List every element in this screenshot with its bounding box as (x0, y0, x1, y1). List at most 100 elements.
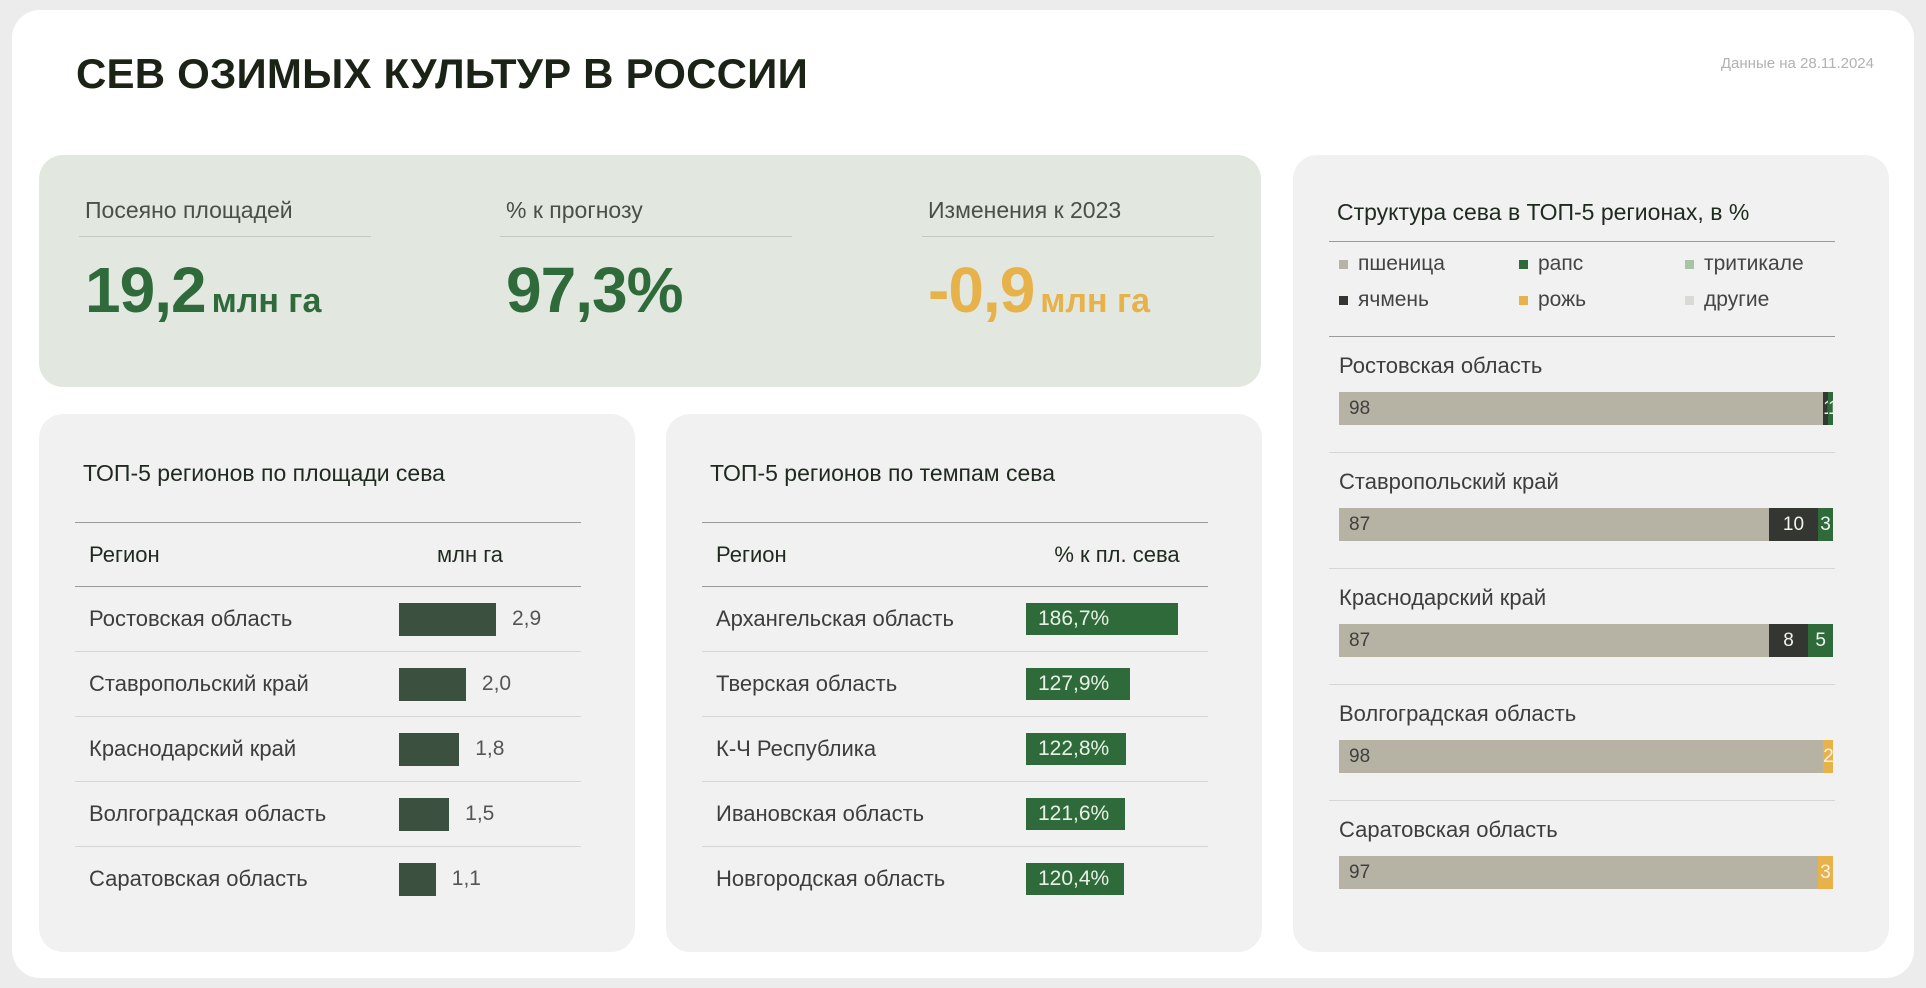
table-row: Ростовская область 2,9 (75, 586, 581, 652)
pace-top5-title: ТОП-5 регионов по темпам сева (710, 460, 1055, 486)
area-bar (399, 602, 496, 636)
pace-bar: 186,7% (1026, 603, 1178, 635)
structure-region-name: Ставропольский край (1339, 469, 1559, 494)
bar-segment-рожь: 3 (1818, 856, 1833, 889)
data-date: Данные на 28.11.2024 (1720, 55, 1874, 72)
table-row: Волгоградская область 1,5 (75, 781, 581, 847)
table-row: Новгородская область 120,4% (702, 847, 1208, 912)
pace-bar: 121,6% (1026, 798, 1125, 830)
region-name: Волгоградская область (75, 781, 399, 847)
legend-swatch-icon (1685, 295, 1694, 305)
area-top5-panel: ТОП-5 регионов по площади сева Регион мл… (39, 414, 635, 952)
area-bar (399, 862, 436, 896)
pace-value-cell: 127,9% (1026, 651, 1208, 717)
legend-item-3: ячмень (1339, 288, 1429, 312)
structure-row: Саратовская область 97 3 (1329, 801, 1835, 917)
area-top5-table: Регион млн га Ростовская область 2,9 Ставр… (75, 522, 581, 912)
kpi-number: -0,9 (928, 254, 1035, 326)
kpi-sown-area: Посеяно площадей 19,2 млн га (79, 197, 371, 327)
table-header-row: Регион млн га (75, 522, 581, 587)
structure-row: Волгоградская область 98 2 (1329, 685, 1835, 801)
kpi-value: 19,2 млн га (79, 253, 371, 327)
kpi-value: -0,9 млн га (922, 253, 1214, 327)
kpi-forecast-percent: % к прогнозу 97,3% (500, 197, 792, 327)
structure-title: Структура сева в ТОП-5 регионах, в % (1337, 199, 1750, 225)
bar-segment-рапс: 3 (1818, 508, 1833, 541)
area-bar (399, 667, 466, 701)
page-title: СЕВ ОЗИМЫХ КУЛЬТУР В РОССИИ (76, 50, 808, 97)
table-row: Тверская область 127,9% (702, 651, 1208, 717)
bar-segment-ячмень: 8 (1768, 624, 1809, 657)
column-header-value: млн га (399, 522, 581, 587)
kpi-label: Изменения к 2023 (922, 197, 1214, 237)
structure-row: Ставропольский край 87 10 3 (1329, 453, 1835, 569)
pace-bar: 120,4% (1026, 863, 1125, 896)
pace-value-cell: 186,7% (1026, 586, 1208, 652)
structure-region-name: Волгоградская область (1339, 701, 1577, 726)
structure-row: Ростовская область 9811 (1329, 337, 1835, 453)
table-row: К-Ч Республика 122,8% (702, 716, 1208, 782)
table-row: Ивановская область 121,6% (702, 781, 1208, 847)
legend-label: рапс (1538, 252, 1584, 275)
region-name: Тверская область (702, 651, 1026, 717)
legend-swatch-icon (1519, 259, 1528, 269)
bar-segment-рапс: 1 (1828, 392, 1833, 425)
structure-stacked-bar: 97 3 (1339, 856, 1833, 889)
pace-bar: 127,9% (1026, 668, 1131, 700)
bar-segment-пшеница: 98 (1339, 392, 1824, 425)
pace-top5-panel: ТОП-5 регионов по темпам сева Регион % к… (666, 414, 1262, 952)
region-name: Ставропольский край (75, 651, 399, 717)
legend-swatch-icon (1339, 295, 1348, 305)
structure-stacked-bar: 98 2 (1339, 740, 1833, 773)
area-value: 1,1 (451, 867, 481, 891)
region-name: Ивановская область (702, 781, 1026, 847)
column-header-value: % к пл. сева (1026, 522, 1208, 587)
legend-label: рожь (1538, 288, 1587, 311)
area-bar (399, 797, 450, 831)
kpi-label: Посеяно площадей (79, 197, 371, 237)
region-name: Саратовская область (89, 866, 308, 892)
structure-legend: пшеница рапс тритикале ячмень рожь другие (1329, 241, 1835, 337)
legend-item-5: другие (1685, 288, 1769, 312)
table-row: Краснодарский край 1,8 (75, 716, 581, 782)
region-name: К-Ч Республика (702, 716, 1026, 782)
table-row: Архангельская область 186,7% (702, 586, 1208, 652)
area-value: 2,9 (512, 607, 542, 630)
bar-segment-пшеница: 97 (1339, 856, 1819, 889)
area-top5-title: ТОП-5 регионов по площади сева (83, 460, 445, 486)
area-value: 2,0 (481, 672, 512, 695)
pace-value-cell: 122,8% (1026, 716, 1208, 782)
structure-region-name: Ростовская область (1339, 353, 1543, 378)
region-name: Архангельская область (702, 586, 1026, 652)
structure-region-name: Краснодарский край (1339, 585, 1547, 610)
pace-value-cell: 120,4% (1026, 847, 1208, 912)
legend-item-1: рапс (1519, 252, 1583, 276)
legend-swatch-icon (1339, 259, 1348, 269)
legend-item-4: рожь (1519, 288, 1586, 312)
bar-segment-рожь: 2 (1823, 740, 1833, 773)
area-bar (399, 732, 460, 766)
table-row: Саратовская область 1,1 (75, 847, 581, 912)
kpi-label: % к прогнозу (500, 197, 792, 237)
area-value: 1,5 (465, 802, 495, 825)
area-value: 1,8 (475, 737, 505, 760)
legend-label: пшеница (1358, 252, 1445, 275)
structure-region-name: Саратовская область (1339, 817, 1558, 842)
legend-label: тритикале (1704, 252, 1804, 275)
kpi-panel: Посеяно площадей 19,2 млн га % к прогнозу… (39, 155, 1261, 387)
kpi-number: 97,3% (506, 254, 683, 326)
bar-segment-рапс: 5 (1808, 624, 1833, 657)
legend-label: ячмень (1358, 288, 1429, 311)
region-name: Краснодарский край (75, 716, 399, 782)
structure-stacked-bar: 87 8 5 (1339, 624, 1833, 657)
bar-segment-пшеница: 87 (1339, 624, 1769, 657)
region-name: Ростовская область (75, 586, 399, 652)
legend-item-0: пшеница (1339, 252, 1445, 276)
column-header-region: Регион (702, 522, 1026, 587)
pace-value-cell: 121,6% (1026, 781, 1208, 847)
dashboard-page: СЕВ ОЗИМЫХ КУЛЬТУР В РОССИИ Данные на 28… (12, 10, 1914, 978)
bar-segment-пшеница: 98 (1339, 740, 1824, 773)
pace-top5-table: Регион % к пл. сева Архангельская област… (702, 522, 1208, 912)
legend-label: другие (1704, 288, 1770, 311)
structure-stacked-bar: 9811 (1339, 392, 1833, 425)
